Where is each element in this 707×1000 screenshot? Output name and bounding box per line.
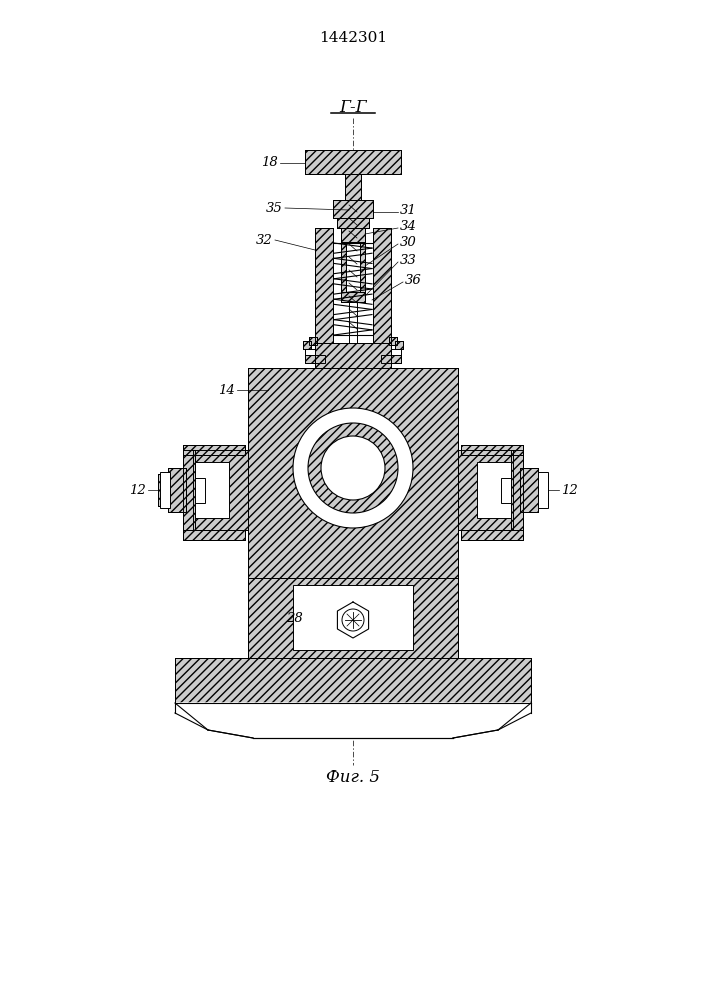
Bar (293, 585, 413, 650)
Bar (345, 174, 361, 200)
Bar (458, 450, 513, 530)
Text: 28: 28 (286, 611, 303, 624)
Bar (381, 355, 401, 363)
Text: Г-Г: Г-Г (339, 100, 367, 116)
Bar (341, 242, 346, 292)
Bar (461, 530, 523, 540)
Text: 14: 14 (218, 383, 235, 396)
Bar (395, 341, 403, 349)
Bar (305, 349, 325, 355)
Bar (501, 478, 511, 503)
Bar (309, 337, 317, 345)
Bar (345, 174, 361, 200)
Bar (511, 450, 523, 530)
Text: 12: 12 (129, 484, 146, 496)
Bar (183, 450, 195, 530)
Text: 32: 32 (256, 233, 273, 246)
Text: 30: 30 (400, 235, 416, 248)
Bar (303, 341, 311, 349)
Bar (183, 445, 245, 455)
Bar (360, 242, 365, 292)
Bar (183, 445, 245, 455)
Bar (511, 450, 523, 530)
Text: 33: 33 (400, 253, 416, 266)
Bar (373, 228, 391, 343)
Bar (315, 228, 333, 343)
Bar (158, 474, 164, 506)
Bar (341, 228, 365, 242)
Bar (160, 472, 170, 508)
Polygon shape (337, 602, 368, 638)
Bar (333, 200, 373, 218)
Bar (183, 450, 195, 530)
Text: 1442301: 1442301 (319, 31, 387, 45)
Bar (389, 337, 397, 345)
Bar (395, 341, 403, 349)
Circle shape (321, 436, 385, 500)
Bar (248, 368, 458, 578)
Bar (305, 355, 325, 363)
Bar (168, 468, 186, 512)
Bar (461, 445, 523, 455)
Bar (305, 355, 325, 363)
Bar (341, 228, 365, 242)
Bar (248, 578, 458, 658)
Text: Фиг. 5: Фиг. 5 (326, 770, 380, 786)
Bar (183, 530, 245, 540)
Text: 36: 36 (405, 273, 422, 286)
Circle shape (293, 408, 413, 528)
Bar (520, 468, 538, 512)
Bar (461, 445, 523, 455)
Bar (183, 530, 245, 540)
Bar (477, 462, 511, 518)
Bar (333, 200, 373, 218)
Bar (315, 343, 391, 368)
Bar (349, 200, 357, 350)
Polygon shape (175, 703, 531, 738)
Bar (337, 218, 369, 228)
Bar (248, 368, 458, 578)
Text: 18: 18 (262, 156, 278, 169)
Text: 31: 31 (400, 204, 416, 217)
Bar (315, 343, 391, 368)
Bar (195, 478, 205, 503)
Bar (341, 242, 346, 292)
Bar (542, 474, 548, 506)
Text: 12: 12 (561, 484, 578, 496)
Bar (158, 474, 164, 506)
Bar (175, 658, 531, 703)
Bar (248, 578, 458, 658)
Bar (458, 450, 513, 530)
Bar (175, 658, 531, 703)
Bar (389, 337, 397, 345)
Text: 34: 34 (400, 220, 416, 232)
Bar (341, 292, 365, 302)
Bar (381, 349, 401, 355)
Bar (168, 468, 186, 512)
Bar (305, 150, 401, 174)
Bar (381, 355, 401, 363)
Bar (303, 341, 311, 349)
Circle shape (342, 609, 364, 631)
Circle shape (308, 423, 398, 513)
Bar (193, 450, 248, 530)
Bar (309, 337, 317, 345)
Bar (305, 150, 401, 174)
Bar (461, 530, 523, 540)
Bar (193, 450, 248, 530)
Bar (538, 472, 548, 508)
Bar (345, 242, 361, 292)
Bar (373, 228, 391, 343)
Bar (337, 218, 369, 228)
Bar (542, 474, 548, 506)
Bar (315, 228, 333, 343)
Bar (520, 468, 538, 512)
Bar (360, 242, 365, 292)
Text: 35: 35 (267, 202, 283, 215)
Bar (341, 292, 365, 302)
Bar (195, 462, 229, 518)
